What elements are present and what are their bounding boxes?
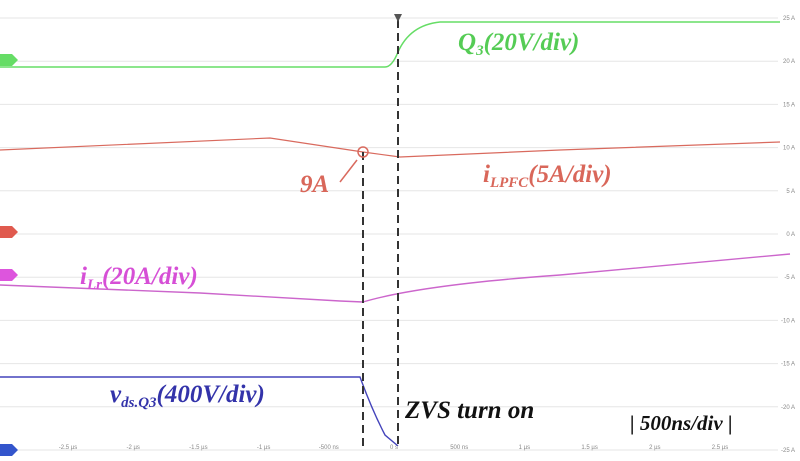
- bottom-axis-label: -2.5 µs: [59, 445, 77, 451]
- vds-label: vds.Q3(400V/div): [110, 381, 265, 411]
- right-axis-label: 0 A: [786, 232, 795, 238]
- bottom-axis-label: 2.5 µs: [712, 445, 728, 451]
- q3-label: Q3(20V/div): [458, 29, 579, 59]
- right-axis-label: 20 A: [783, 59, 795, 65]
- channel-marker: [0, 269, 18, 281]
- zvs-label: ZVS turn on: [404, 397, 534, 424]
- bottom-axis-label: 1 µs: [519, 445, 530, 451]
- bottom-axis-label: 2 µs: [649, 445, 660, 451]
- bottom-axis-label: 1.5 µs: [581, 445, 597, 451]
- bottom-axis-label: -2 µs: [126, 445, 139, 451]
- ilpfc-label: iLPFC(5A/div): [483, 161, 612, 191]
- ilpfc-trace: [0, 137, 781, 158]
- right-axis-label: -25 A: [781, 448, 795, 454]
- right-axis-label: 25 A: [783, 16, 795, 22]
- right-axis-label: -20 A: [781, 405, 795, 411]
- right-axis-label: -15 A: [781, 362, 795, 368]
- bottom-axis-label: -1.5 µs: [189, 445, 207, 451]
- grid: [0, 17, 778, 451]
- point-circle: [357, 146, 369, 158]
- right-axis-label: 10 A: [783, 146, 795, 152]
- point-label: 9A: [300, 171, 329, 198]
- bottom-axis-label: -1 µs: [257, 445, 270, 451]
- bottom-axis-label: 0 s: [390, 445, 398, 451]
- channel-marker: [0, 444, 18, 456]
- bottom-axis-label: 500 ns: [450, 445, 468, 451]
- point-arrow: [339, 159, 358, 183]
- bottom-axis-label: -500 ns: [319, 445, 339, 451]
- right-axis-label: -5 A: [784, 275, 795, 281]
- ilr-label: iLr(20A/div): [80, 263, 198, 293]
- vds-trace: [0, 376, 399, 447]
- right-axis-label: 15 A: [783, 102, 795, 108]
- right-axis-label: 5 A: [786, 189, 795, 195]
- channel-marker: [0, 226, 18, 238]
- timebase-label: | 500ns/div |: [630, 411, 733, 435]
- trigger-marker: [394, 14, 402, 22]
- right-axis-label: -10 A: [781, 318, 795, 324]
- channel-marker: [0, 54, 18, 66]
